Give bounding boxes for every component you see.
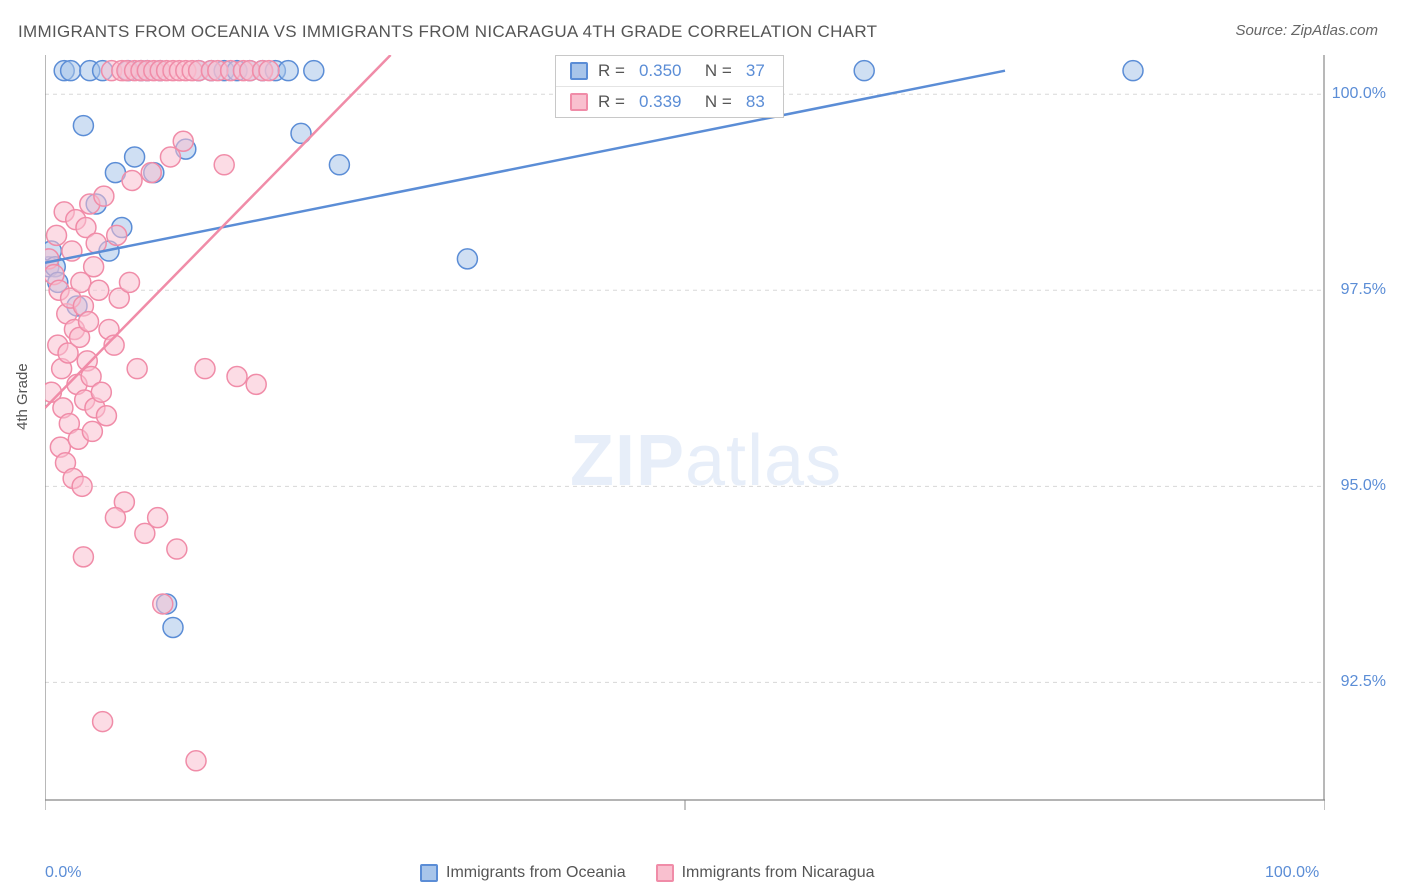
chart-title: IMMIGRANTS FROM OCEANIA VS IMMIGRANTS FR… bbox=[18, 22, 877, 42]
stats-legend-row: R = 0.339 N = 83 bbox=[556, 86, 783, 117]
stat-r-label: R = bbox=[598, 61, 625, 81]
stats-legend-row: R = 0.350 N = 37 bbox=[556, 56, 783, 86]
stat-n-label: N = bbox=[695, 61, 731, 81]
legend-swatch-icon bbox=[656, 864, 674, 882]
y-axis-label: 4th Grade bbox=[14, 363, 31, 430]
stat-n-value: 37 bbox=[746, 61, 765, 81]
watermark: ZIPatlas bbox=[570, 420, 842, 502]
legend-item-label: Immigrants from Nicaragua bbox=[682, 864, 875, 882]
legend-item: Immigrants from Nicaragua bbox=[656, 864, 875, 882]
y-tick-label: 92.5% bbox=[1341, 673, 1386, 691]
x-tick-label: 0.0% bbox=[45, 864, 81, 882]
series-legend: Immigrants from Oceania Immigrants from N… bbox=[420, 864, 875, 882]
y-tick-label: 95.0% bbox=[1341, 477, 1386, 495]
y-tick-label: 97.5% bbox=[1341, 281, 1386, 299]
source-attribution: Source: ZipAtlas.com bbox=[1235, 22, 1378, 39]
stat-n-value: 83 bbox=[746, 92, 765, 112]
legend-swatch-icon bbox=[570, 62, 588, 80]
legend-swatch-icon bbox=[570, 93, 588, 111]
legend-item-label: Immigrants from Oceania bbox=[446, 864, 626, 882]
x-tick-label: 100.0% bbox=[1265, 864, 1319, 882]
stat-r-value: 0.339 bbox=[639, 92, 682, 112]
legend-item: Immigrants from Oceania bbox=[420, 864, 626, 882]
y-tick-label: 100.0% bbox=[1332, 85, 1386, 103]
stat-r-value: 0.350 bbox=[639, 61, 682, 81]
legend-swatch-icon bbox=[420, 864, 438, 882]
stats-legend-box: R = 0.350 N = 37 R = 0.339 N = 83 bbox=[555, 55, 784, 118]
stat-r-label: R = bbox=[598, 92, 625, 112]
stat-n-label: N = bbox=[695, 92, 731, 112]
